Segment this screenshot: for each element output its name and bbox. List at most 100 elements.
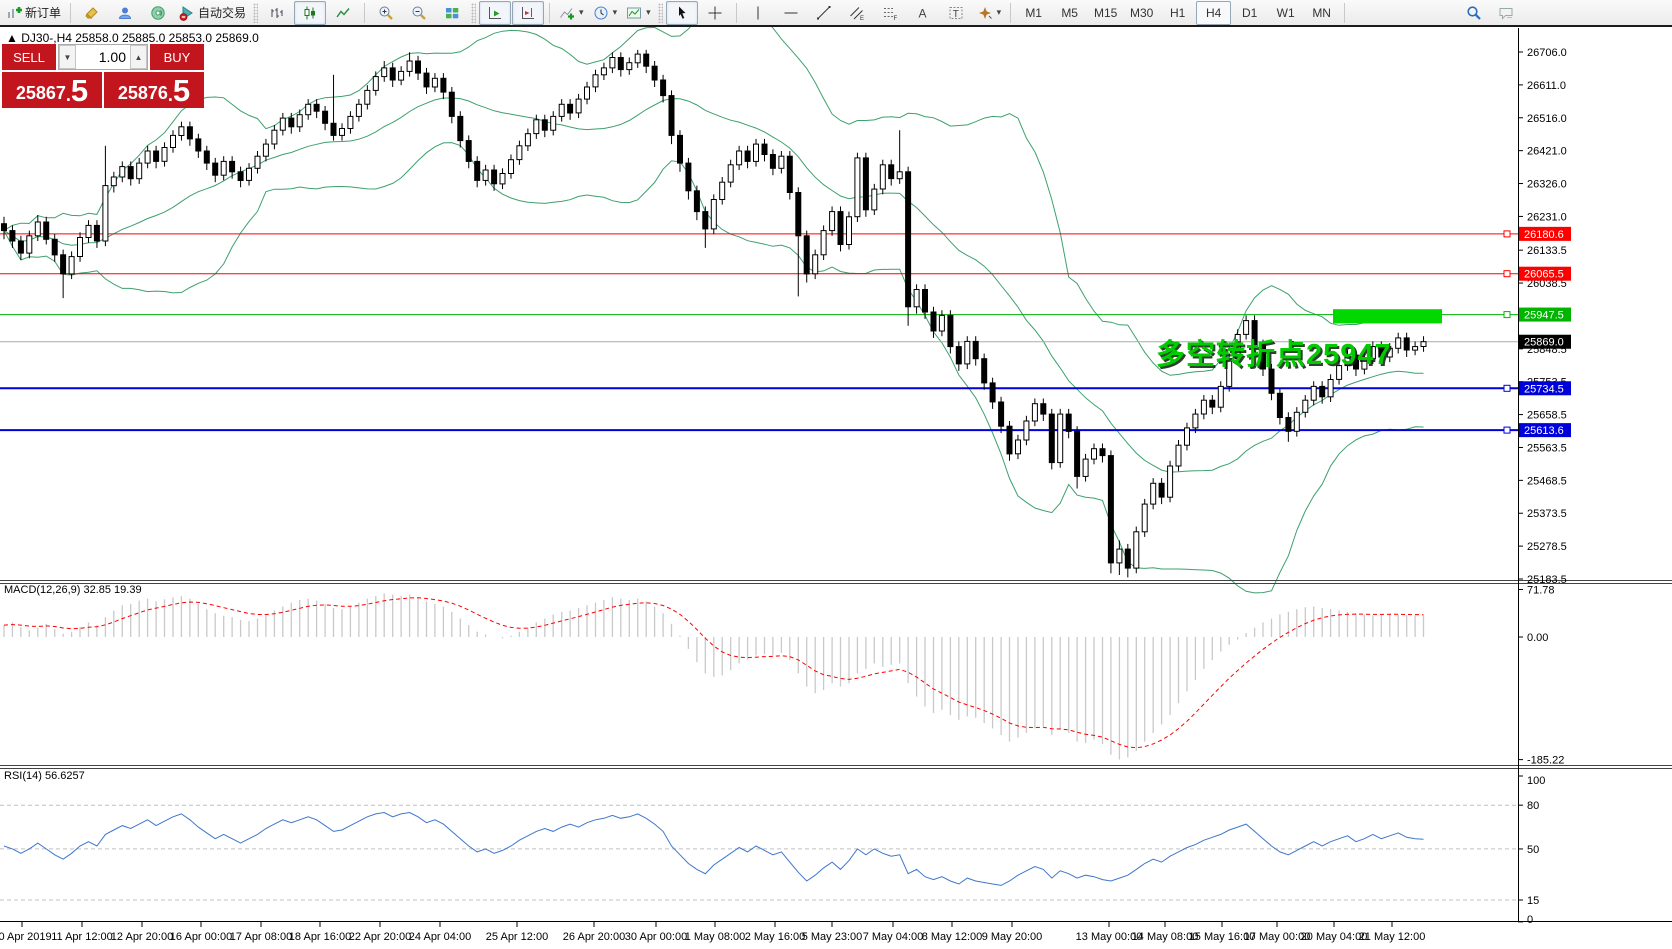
- tile-windows-button[interactable]: [436, 1, 468, 25]
- candle-bull: [896, 171, 903, 180]
- indicators-button[interactable]: ▾: [555, 1, 588, 25]
- horizontal-line-button[interactable]: [775, 1, 807, 25]
- candle-bear: [1378, 346, 1385, 358]
- candle-bull: [533, 119, 540, 135]
- buy-button[interactable]: BUY: [150, 44, 204, 70]
- candle-bull: [406, 60, 413, 72]
- candle-bull: [364, 89, 371, 105]
- candle-bear: [1285, 417, 1292, 432]
- volume-value[interactable]: 1.00: [98, 49, 126, 65]
- candle-bull: [246, 167, 252, 181]
- timeframe-button-M5[interactable]: M5: [1061, 5, 1078, 20]
- signals-button[interactable]: [142, 1, 174, 25]
- candle-bull: [1310, 385, 1317, 401]
- community-button[interactable]: [109, 1, 141, 25]
- text-label-button[interactable]: T: [940, 1, 972, 25]
- candle-bull: [1217, 385, 1224, 408]
- volume-increase-button[interactable]: ▲: [130, 45, 147, 69]
- time-tick-label: 11 Apr 12:00: [51, 931, 113, 943]
- hline-handle-25947.5[interactable]: [1503, 311, 1511, 319]
- hline-price-label: 25613.6: [1524, 425, 1564, 437]
- new-order-button[interactable]: 新订单: [2, 1, 65, 25]
- one-click-trading-panel: SELL ▼ 1.00 ▲ BUY 25867. 5 25876. 5: [2, 44, 204, 108]
- hline-handle-26180.6[interactable]: [1503, 230, 1511, 238]
- trendline-button[interactable]: [808, 1, 840, 25]
- zoom-in-button[interactable]: [370, 1, 402, 25]
- separator: [549, 2, 551, 23]
- search-icon: [1467, 5, 1481, 20]
- indicators-icon: [560, 7, 575, 19]
- timeframe-button-MN[interactable]: MN: [1312, 5, 1331, 20]
- hline-handle-25734.5[interactable]: [1503, 384, 1511, 392]
- candle-bull: [1395, 337, 1402, 349]
- volume-decrease-button[interactable]: ▼: [59, 45, 76, 69]
- chat-icon: [1499, 7, 1513, 20]
- candle-bear: [1209, 399, 1216, 408]
- templates-button[interactable]: ▾: [622, 1, 655, 25]
- periods-button[interactable]: ▾: [589, 1, 622, 25]
- zoom-out-button[interactable]: [403, 1, 435, 25]
- timeframe-button-M30[interactable]: M30: [1129, 5, 1154, 20]
- candle-bull: [499, 173, 506, 185]
- candle-bull: [846, 216, 852, 246]
- buy-price[interactable]: 25876. 5: [104, 72, 204, 108]
- candle-bull: [609, 57, 616, 69]
- hline-handle-26065.5[interactable]: [1503, 270, 1511, 278]
- y-tick-label: 25658.5: [1527, 410, 1567, 422]
- cursor-button[interactable]: [665, 0, 698, 25]
- candle-bear: [448, 91, 455, 117]
- candle-bear: [1260, 344, 1266, 370]
- candle-bull: [1141, 503, 1148, 533]
- line-chart-button[interactable]: [327, 1, 359, 25]
- arrows-button[interactable]: ▾: [973, 1, 1006, 25]
- hline-handle-25613.6[interactable]: [1503, 426, 1511, 434]
- timeframe-button-W1[interactable]: W1: [1276, 5, 1295, 20]
- fibonacci-button[interactable]: F: [874, 1, 906, 25]
- macd-axis-label: 0.00: [1527, 632, 1548, 644]
- candle-bear: [1099, 448, 1106, 457]
- equidistant-channel-button[interactable]: E: [841, 1, 873, 25]
- candle-bull: [136, 162, 143, 180]
- text-button[interactable]: A: [907, 1, 939, 25]
- candlestick-chart-button[interactable]: [294, 0, 327, 25]
- time-tick-label: 1 May 08:00: [685, 931, 746, 943]
- eraser-icon: [85, 6, 98, 19]
- bar-chart-button[interactable]: [261, 1, 293, 25]
- candle-bull: [161, 147, 168, 162]
- candle-bull: [626, 62, 633, 71]
- chart-text-annotation[interactable]: 多空转折点25947: [1156, 339, 1392, 371]
- vertical-line-button[interactable]: [742, 1, 774, 25]
- timeframe-button-H4[interactable]: H4: [1196, 0, 1232, 25]
- chart-shift-button[interactable]: [512, 0, 545, 25]
- candle-bull: [1015, 439, 1021, 455]
- chat-button[interactable]: [1490, 1, 1522, 25]
- candle-bear: [491, 169, 498, 185]
- sell-price[interactable]: 25867. 5: [2, 72, 102, 108]
- candle-bear: [440, 77, 447, 93]
- rsi-indicator-label: RSI(14) 56.6257: [4, 770, 85, 782]
- y-tick-label: 26706.0: [1527, 47, 1567, 59]
- auto-scroll-button[interactable]: [479, 0, 512, 25]
- timeframe-button-D1[interactable]: D1: [1241, 5, 1258, 20]
- eraser-button[interactable]: [76, 1, 108, 25]
- hline-price-label: 26065.5: [1524, 269, 1564, 281]
- candle-bear: [330, 122, 337, 136]
- y-tick-label: 26133.5: [1527, 245, 1567, 257]
- rectangle-annotation[interactable]: [1333, 309, 1442, 324]
- timeframe-button-H1[interactable]: H1: [1169, 5, 1186, 20]
- periods-clock-icon: [594, 6, 608, 19]
- autotrading-button[interactable]: 自动交易: [175, 1, 250, 25]
- autotrading-icon: [179, 5, 193, 21]
- sell-button[interactable]: SELL: [2, 44, 56, 70]
- timeframe-button-M1[interactable]: M1: [1025, 5, 1042, 20]
- y-tick-label: 25278.5: [1527, 541, 1567, 553]
- crosshair-button[interactable]: [699, 1, 731, 25]
- candle-bull: [1302, 399, 1309, 413]
- timeframe-button-M15[interactable]: M15: [1093, 5, 1118, 20]
- time-tick-label: 10 Apr 2019: [0, 931, 52, 943]
- svg-text:A: A: [918, 6, 926, 20]
- search-button[interactable]: [1458, 1, 1490, 25]
- time-tick-label: 8 May 12:00: [922, 931, 983, 943]
- candle-bull: [296, 114, 303, 128]
